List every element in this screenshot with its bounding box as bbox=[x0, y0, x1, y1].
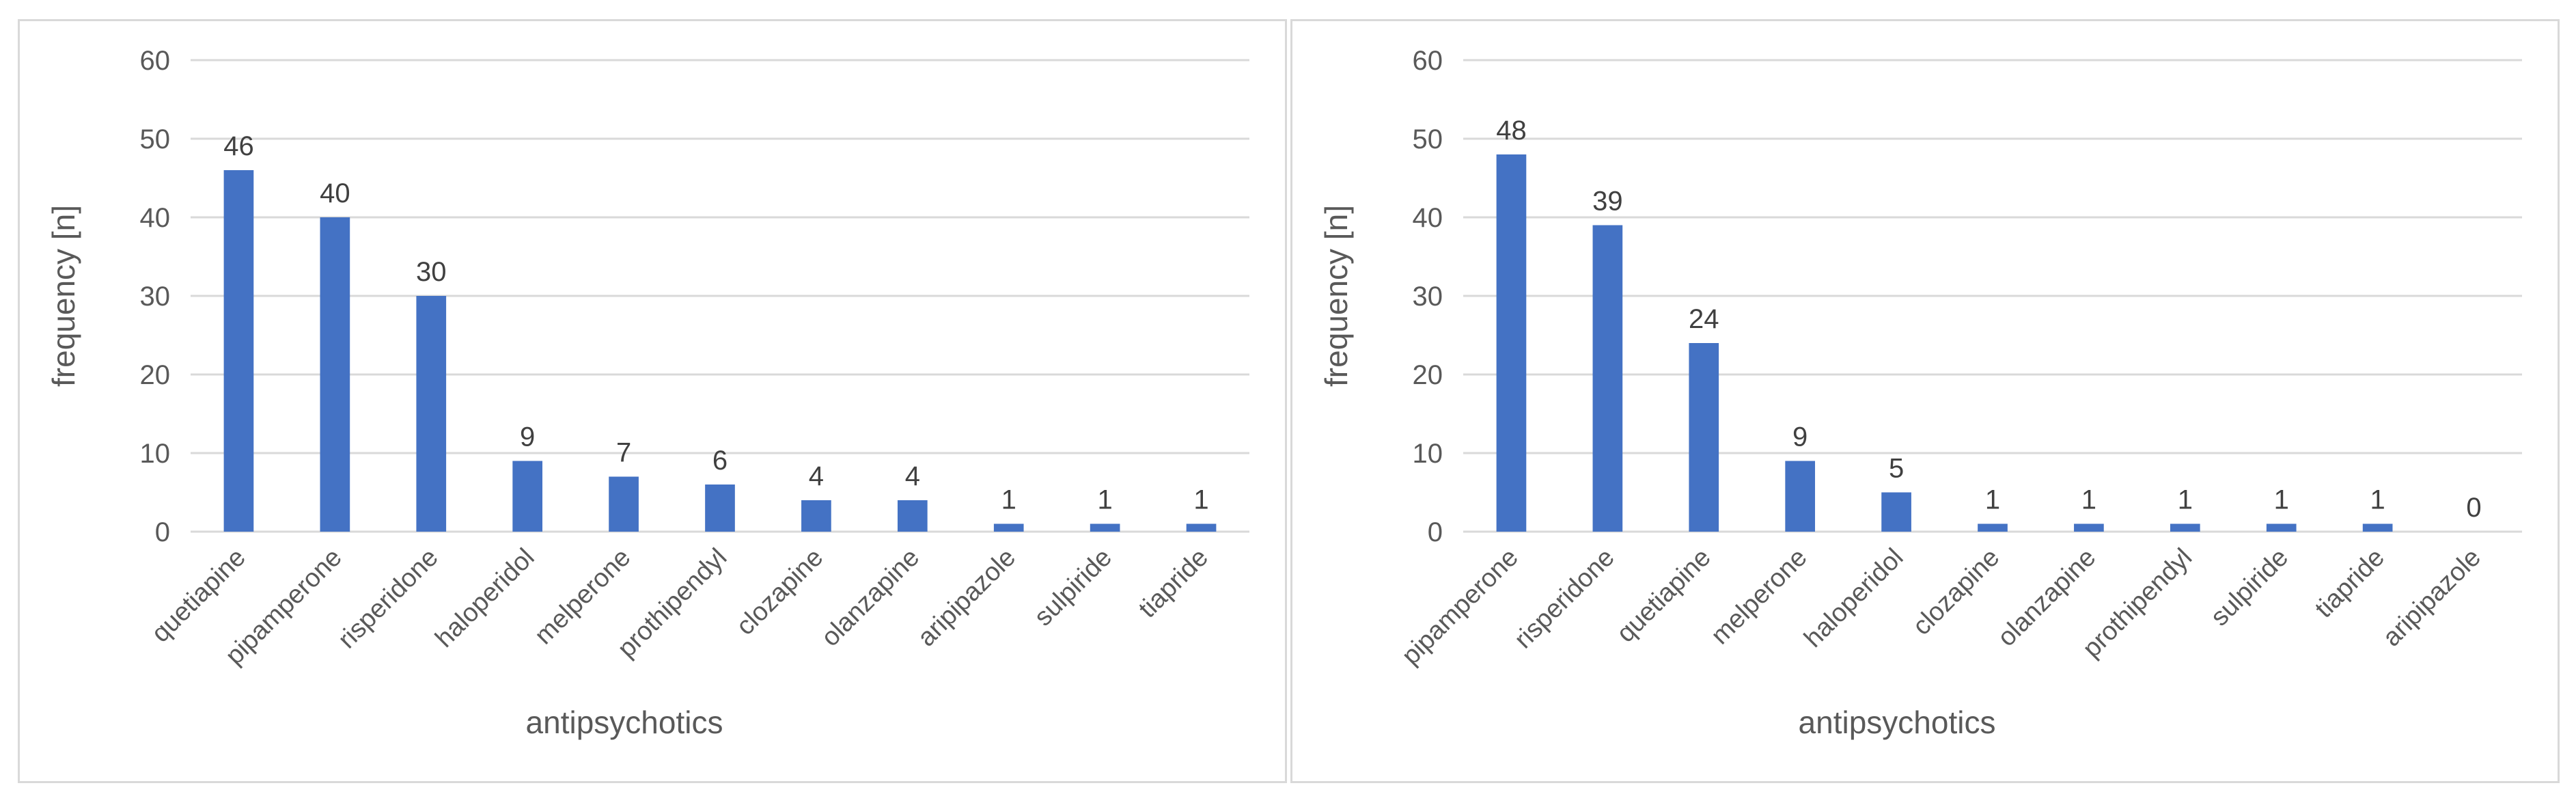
y-tick-label-40: 40 bbox=[1413, 203, 1443, 233]
bar-sulpiride bbox=[2266, 523, 2297, 532]
category-label-quetiapine: quetiapine bbox=[146, 543, 251, 649]
bar-sulpiride bbox=[1090, 523, 1120, 532]
data-label-melperone: 9 bbox=[1792, 422, 1808, 452]
y-tick-label-30: 30 bbox=[140, 282, 171, 312]
bar-quetiapine bbox=[1689, 343, 1719, 532]
data-label-olanzapine: 4 bbox=[905, 461, 920, 491]
data-label-prothipendyl: 6 bbox=[712, 446, 728, 476]
data-label-pipamperone: 48 bbox=[1496, 115, 1527, 146]
category-label-clozapine: clozapine bbox=[1907, 543, 2005, 641]
category-label-aripipazole: aripipazole bbox=[912, 543, 1021, 653]
data-label-melperone: 7 bbox=[616, 438, 631, 468]
bar-chart-left: 010203040506046quetiapine40pipamperone30… bbox=[46, 46, 1249, 740]
y-tick-label-60: 60 bbox=[140, 46, 171, 76]
bar-olanzapine bbox=[897, 500, 928, 532]
category-label-quetiapine: quetiapine bbox=[1611, 543, 1717, 649]
category-label-melperone: melperone bbox=[529, 543, 637, 651]
bar-aripipazole bbox=[993, 523, 1024, 532]
category-label-risperidone: risperidone bbox=[333, 543, 444, 655]
category-label-tiapride: tiapride bbox=[2310, 543, 2390, 624]
data-label-pipamperone: 40 bbox=[320, 178, 350, 208]
bar-chart-right: 010203040506048pipamperone39risperidone2… bbox=[1318, 46, 2522, 740]
bar-olanzapine bbox=[2074, 523, 2104, 532]
y-axis-title: frequency [n] bbox=[1318, 205, 1354, 387]
bar-risperidone bbox=[416, 296, 447, 532]
data-label-sulpiride: 1 bbox=[2274, 485, 2289, 515]
data-label-sulpiride: 1 bbox=[1098, 485, 1113, 515]
data-label-prothipendyl: 1 bbox=[2178, 485, 2193, 515]
y-tick-label-50: 50 bbox=[140, 124, 171, 154]
category-label-tiapride: tiapride bbox=[1133, 543, 1214, 624]
category-label-clozapine: clozapine bbox=[731, 543, 829, 641]
data-label-clozapine: 4 bbox=[809, 461, 824, 491]
bar-haloperidol bbox=[1881, 492, 1911, 532]
x-axis-title: antipsychotics bbox=[526, 705, 723, 740]
category-label-sulpiride: sulpiride bbox=[2205, 543, 2294, 632]
y-tick-label-20: 20 bbox=[1413, 360, 1443, 390]
bar-clozapine bbox=[1978, 523, 2008, 532]
y-tick-label-40: 40 bbox=[140, 203, 171, 233]
y-tick-label-0: 0 bbox=[1428, 517, 1443, 547]
bar-pipamperone bbox=[320, 217, 350, 532]
category-label-olanzapine: olanzapine bbox=[816, 543, 925, 653]
chart-panel-left: 0 10 20 30 40 50 60 46 quetiapine 40 pipamperone 30… bbox=[18, 19, 1287, 783]
x-axis-title: antipsychotics bbox=[1799, 705, 1996, 740]
data-label-haloperidol: 9 bbox=[520, 422, 535, 452]
category-label-sulpiride: sulpiride bbox=[1029, 543, 1118, 632]
y-axis-title: frequency [n] bbox=[46, 205, 81, 387]
data-label-olanzapine: 1 bbox=[2081, 485, 2096, 515]
bar-clozapine bbox=[801, 500, 831, 532]
chart-panel-right: 0 10 20 30 40 50 60 48 pipamperone 39 risperidone 2… bbox=[1290, 19, 2560, 783]
data-label-quetiapine: 46 bbox=[223, 131, 254, 161]
y-tick-label-20: 20 bbox=[140, 360, 171, 390]
data-label-risperidone: 39 bbox=[1592, 187, 1623, 217]
y-tick-label-10: 10 bbox=[1413, 439, 1443, 469]
data-label-aripipazole: 0 bbox=[2466, 493, 2481, 523]
y-tick-label-10: 10 bbox=[140, 439, 171, 469]
bar-quetiapine bbox=[223, 170, 254, 532]
bar-tiapride bbox=[2362, 523, 2393, 532]
data-label-tiapride: 1 bbox=[1193, 485, 1208, 515]
bar-prothipendyl bbox=[2170, 523, 2200, 532]
category-label-risperidone: risperidone bbox=[1509, 543, 1620, 655]
y-tick-label-60: 60 bbox=[1413, 46, 1443, 76]
bar-melperone bbox=[1785, 461, 1816, 532]
data-label-tiapride: 1 bbox=[2370, 485, 2385, 515]
data-label-clozapine: 1 bbox=[1985, 485, 2000, 515]
y-tick-label-30: 30 bbox=[1413, 282, 1443, 312]
category-label-aripipazole: aripipazole bbox=[2377, 543, 2487, 653]
bar-pipamperone bbox=[1496, 154, 1527, 532]
bar-tiapride bbox=[1186, 523, 1217, 532]
bar-risperidone bbox=[1592, 225, 1623, 532]
category-label-haloperidol: haloperidol bbox=[430, 543, 540, 653]
data-label-quetiapine: 24 bbox=[1689, 304, 1719, 334]
data-label-aripipazole: 1 bbox=[1001, 485, 1016, 515]
data-label-haloperidol: 5 bbox=[1889, 454, 1904, 484]
bar-melperone bbox=[609, 476, 639, 532]
bar-haloperidol bbox=[512, 461, 543, 532]
bar-prothipendyl bbox=[705, 485, 735, 532]
y-tick-label-0: 0 bbox=[155, 517, 170, 547]
y-tick-label-50: 50 bbox=[1413, 124, 1443, 154]
category-label-pipamperone: pipamperone bbox=[1396, 543, 1524, 671]
category-label-haloperidol: haloperidol bbox=[1799, 543, 1909, 653]
data-label-risperidone: 30 bbox=[416, 257, 447, 287]
category-label-melperone: melperone bbox=[1706, 543, 1813, 651]
